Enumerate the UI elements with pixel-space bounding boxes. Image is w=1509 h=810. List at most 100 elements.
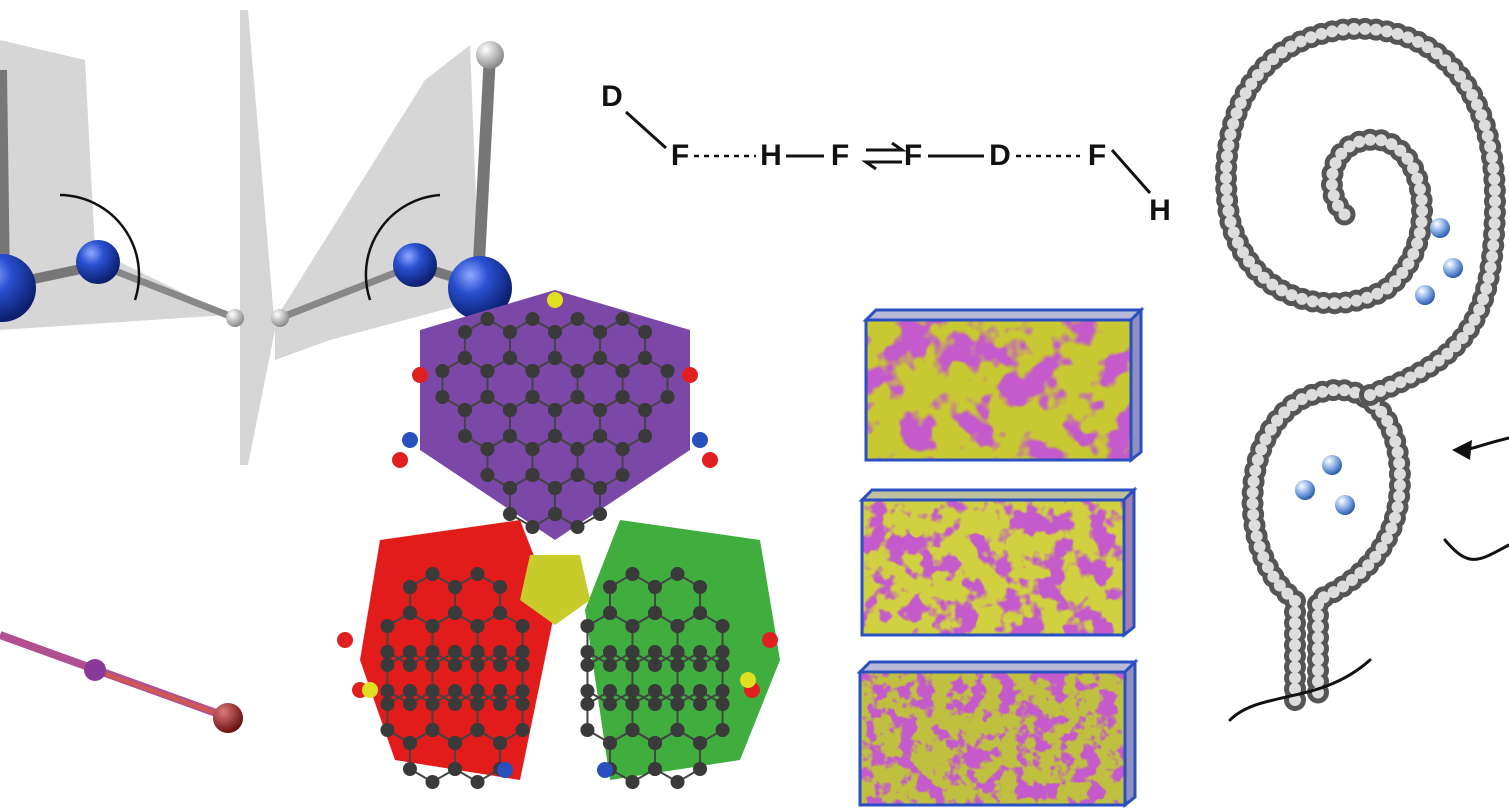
atom (362, 682, 378, 698)
atom (493, 658, 508, 672)
atom (493, 606, 508, 620)
atom (525, 442, 540, 456)
atom (525, 390, 540, 404)
atom (425, 567, 440, 581)
atom (670, 684, 685, 698)
atom (670, 619, 685, 633)
atom (470, 658, 485, 672)
atom (470, 697, 485, 711)
atom (380, 645, 395, 659)
atom (693, 697, 708, 711)
atom (597, 762, 613, 778)
atom (425, 684, 440, 698)
atom (615, 390, 630, 404)
atom (580, 697, 595, 711)
atom (602, 580, 617, 594)
box (862, 306, 1145, 464)
atom (457, 403, 472, 417)
atom (602, 658, 617, 672)
atom (693, 762, 708, 776)
atom (638, 351, 653, 365)
atom (715, 723, 730, 737)
atom (525, 312, 540, 326)
atom (448, 684, 462, 698)
atom (715, 645, 730, 659)
atom (548, 325, 562, 339)
membrane (1214, 17, 1509, 722)
atom (670, 658, 685, 672)
atom (448, 658, 462, 672)
atom (693, 606, 708, 620)
atom (402, 658, 417, 672)
atom (580, 684, 595, 698)
atom (502, 325, 517, 339)
atom (682, 367, 698, 383)
atom (515, 619, 530, 633)
atom (493, 580, 508, 594)
atom-label: D (989, 139, 1011, 172)
atom (480, 390, 495, 404)
atom (715, 619, 730, 633)
atom-label: F (831, 139, 849, 172)
atom (715, 684, 730, 698)
simulation-boxes (856, 306, 1145, 809)
atom (762, 632, 778, 648)
atom (402, 432, 418, 448)
atom (502, 481, 517, 495)
atom (570, 312, 585, 326)
atom (480, 364, 495, 378)
atom (715, 697, 730, 711)
atom-label: F (1088, 139, 1106, 172)
atom-label: D (601, 80, 623, 113)
atom (648, 580, 662, 594)
atom (547, 292, 563, 308)
atom (480, 312, 495, 326)
atom (493, 697, 508, 711)
atom (515, 697, 530, 711)
atom (648, 736, 662, 750)
atom (448, 645, 462, 659)
atom (448, 697, 462, 711)
atom (448, 580, 462, 594)
atom (615, 442, 630, 456)
atom (470, 723, 485, 737)
atom (570, 520, 585, 534)
atom (615, 312, 630, 326)
mirror-molecule (0, 10, 512, 465)
box (858, 486, 1138, 639)
atom (693, 684, 708, 698)
atom (392, 452, 408, 468)
atom (402, 606, 417, 620)
atom (402, 736, 417, 750)
atom (702, 452, 718, 468)
atom (570, 468, 585, 482)
atom (625, 684, 640, 698)
atom (402, 697, 417, 711)
atom (525, 468, 540, 482)
atom (435, 390, 450, 404)
atom (515, 684, 530, 698)
atom (470, 619, 485, 633)
atom (602, 697, 617, 711)
ions (1295, 218, 1463, 515)
atom (670, 697, 685, 711)
atom (580, 723, 595, 737)
atom (448, 606, 462, 620)
atom (693, 736, 708, 750)
atom (435, 364, 450, 378)
atom (580, 658, 595, 672)
atom (593, 325, 608, 339)
atom (493, 736, 508, 750)
atom (502, 507, 517, 521)
atom (625, 658, 640, 672)
atom (638, 403, 653, 417)
atom (648, 684, 662, 698)
atom (493, 684, 508, 698)
atom (693, 580, 708, 594)
atom (548, 429, 562, 443)
atom-label: H (760, 139, 782, 172)
atom (580, 619, 595, 633)
atom (648, 658, 662, 672)
atom (693, 645, 708, 659)
atom (502, 351, 517, 365)
